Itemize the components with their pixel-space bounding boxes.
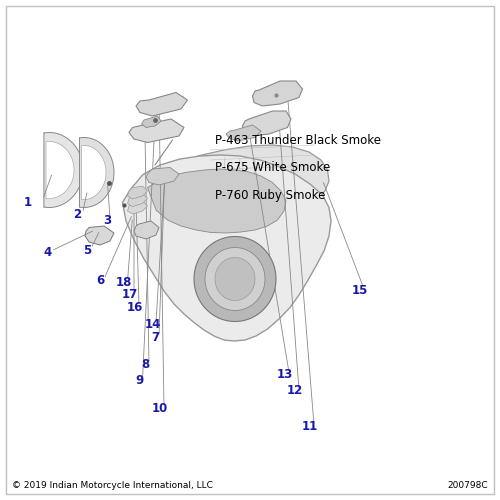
Polygon shape <box>82 146 106 200</box>
Text: 6: 6 <box>96 274 104 286</box>
Polygon shape <box>242 111 291 136</box>
Polygon shape <box>226 125 261 141</box>
Text: 14: 14 <box>144 318 160 330</box>
Polygon shape <box>148 169 286 233</box>
Polygon shape <box>134 221 159 239</box>
Text: 10: 10 <box>152 402 168 415</box>
Text: 200798C: 200798C <box>447 480 488 490</box>
Text: P-675 White Smoke: P-675 White Smoke <box>215 161 330 174</box>
Polygon shape <box>142 116 161 128</box>
Text: P-760 Ruby Smoke: P-760 Ruby Smoke <box>215 188 326 202</box>
Text: 16: 16 <box>127 301 143 314</box>
Polygon shape <box>80 138 114 208</box>
Polygon shape <box>188 145 329 211</box>
Polygon shape <box>128 186 148 199</box>
Text: 7: 7 <box>151 331 159 344</box>
Text: 1: 1 <box>24 196 32 209</box>
Text: 18: 18 <box>116 276 132 289</box>
Text: © 2019 Indian Motorcycle International, LLC: © 2019 Indian Motorcycle International, … <box>12 480 213 490</box>
Polygon shape <box>129 119 184 142</box>
Polygon shape <box>128 194 148 206</box>
Polygon shape <box>44 132 83 208</box>
Text: 9: 9 <box>135 374 143 388</box>
Text: 4: 4 <box>44 246 52 259</box>
Text: 13: 13 <box>277 368 293 380</box>
Polygon shape <box>215 258 255 300</box>
Polygon shape <box>46 142 74 199</box>
Text: 17: 17 <box>122 288 138 302</box>
Text: 15: 15 <box>352 284 368 296</box>
Polygon shape <box>146 168 179 185</box>
Text: 5: 5 <box>84 244 92 256</box>
Text: 8: 8 <box>141 358 149 372</box>
Polygon shape <box>194 236 276 322</box>
Text: P-463 Thunder Black Smoke: P-463 Thunder Black Smoke <box>215 134 381 146</box>
Polygon shape <box>252 81 302 106</box>
Polygon shape <box>122 155 331 341</box>
Text: 2: 2 <box>74 208 82 222</box>
Text: 11: 11 <box>302 420 318 432</box>
Text: 3: 3 <box>104 214 112 226</box>
Polygon shape <box>128 201 148 214</box>
Polygon shape <box>85 226 114 245</box>
Polygon shape <box>136 92 188 116</box>
Text: 12: 12 <box>287 384 303 398</box>
Polygon shape <box>205 248 265 310</box>
